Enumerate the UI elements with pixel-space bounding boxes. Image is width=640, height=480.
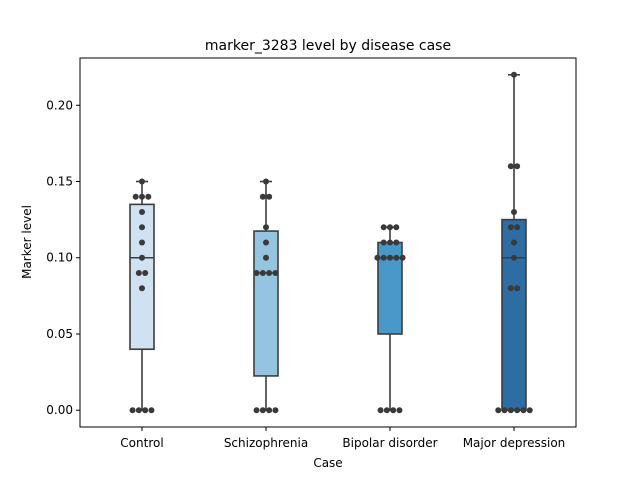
data-point — [139, 285, 145, 291]
data-point — [139, 194, 145, 200]
y-axis-label: Marker level — [20, 205, 34, 279]
x-axis: Control Schizophrenia Bipolar disorder Majo… — [120, 427, 565, 450]
data-point — [502, 407, 508, 413]
data-point — [136, 407, 142, 413]
data-point — [130, 407, 136, 413]
box-plot-chart: 0.00 0.05 0.10 0.15 0.20 Control Schizophreni… — [0, 0, 640, 480]
data-point — [272, 270, 278, 276]
box-control — [130, 182, 154, 411]
x-tick-label: Major depression — [463, 436, 566, 450]
data-point — [378, 407, 384, 413]
data-point — [514, 407, 520, 413]
data-point — [495, 407, 501, 413]
data-point — [139, 240, 145, 246]
data-point — [514, 224, 520, 230]
iqr-box — [502, 220, 526, 411]
data-point — [508, 407, 514, 413]
data-point — [139, 209, 145, 215]
data-point — [263, 255, 269, 261]
data-point — [511, 72, 517, 78]
data-point — [393, 224, 399, 230]
data-point — [142, 270, 148, 276]
data-point — [136, 270, 142, 276]
data-point — [390, 407, 396, 413]
data-point — [511, 255, 517, 261]
data-point — [396, 407, 402, 413]
data-point — [266, 270, 272, 276]
data-point — [511, 240, 517, 246]
data-point — [254, 407, 260, 413]
data-point — [148, 407, 154, 413]
data-point — [263, 240, 269, 246]
iqr-box — [254, 231, 278, 376]
y-tick-label: 0.15 — [46, 175, 73, 189]
data-point — [508, 163, 514, 169]
data-point — [266, 194, 272, 200]
data-point — [514, 163, 520, 169]
data-point — [393, 255, 399, 261]
data-point — [387, 240, 393, 246]
y-axis: 0.00 0.05 0.10 0.15 0.20 — [46, 98, 80, 417]
y-tick-label: 0.20 — [46, 98, 73, 112]
data-point — [387, 224, 393, 230]
y-tick-label: 0.10 — [46, 251, 73, 265]
data-point — [272, 407, 278, 413]
x-axis-label: Case — [313, 456, 342, 470]
data-point — [511, 209, 517, 215]
data-point — [527, 407, 533, 413]
y-tick-label: 0.00 — [46, 403, 73, 417]
data-point — [520, 407, 526, 413]
data-point — [384, 407, 390, 413]
box-bipolar-disorder — [378, 227, 402, 410]
data-point — [263, 179, 269, 185]
data-point — [381, 240, 387, 246]
data-point — [142, 407, 148, 413]
data-point — [139, 179, 145, 185]
data-point — [400, 255, 406, 261]
data-point — [139, 255, 145, 261]
x-tick-label: Control — [120, 436, 163, 450]
chart-title: marker_3283 level by disease case — [205, 38, 451, 54]
data-point — [387, 255, 393, 261]
data-point — [514, 285, 520, 291]
data-point — [266, 407, 272, 413]
data-point — [260, 407, 266, 413]
data-point — [381, 255, 387, 261]
data-point — [508, 285, 514, 291]
data-point — [145, 194, 151, 200]
data-point — [254, 270, 260, 276]
box-schizophrenia — [254, 182, 278, 411]
data-point — [508, 224, 514, 230]
data-point — [139, 224, 145, 230]
data-point — [133, 194, 139, 200]
data-point — [381, 224, 387, 230]
plot-area — [130, 72, 533, 413]
data-point — [260, 270, 266, 276]
data-point — [393, 240, 399, 246]
data-point — [374, 255, 380, 261]
y-tick-label: 0.05 — [46, 327, 73, 341]
data-point — [263, 224, 269, 230]
x-tick-label: Bipolar disorder — [342, 436, 437, 450]
x-tick-label: Schizophrenia — [224, 436, 308, 450]
data-point — [260, 194, 266, 200]
